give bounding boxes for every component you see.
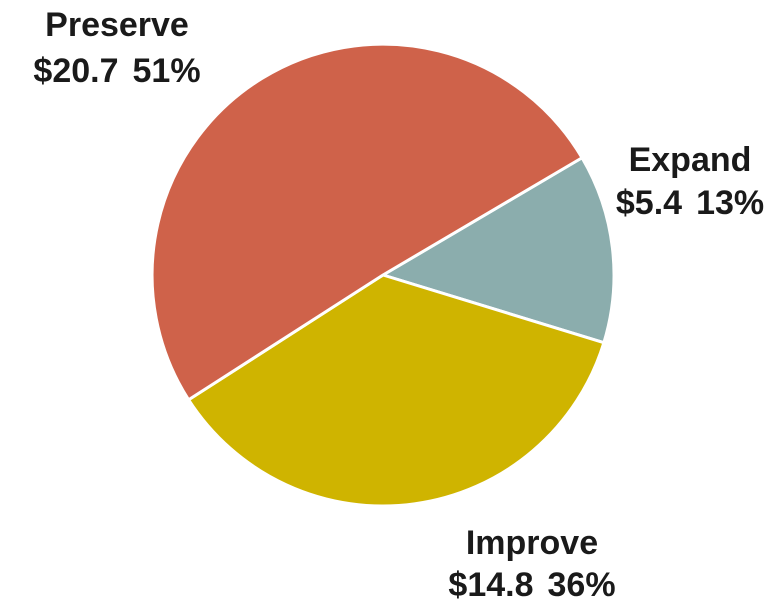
label-preserve-percent: 51% bbox=[133, 52, 201, 90]
label-improve: Improve $14.8 36% bbox=[448, 524, 615, 604]
label-expand-value: $5.4 13% bbox=[616, 184, 764, 222]
pie-slices bbox=[150, 42, 616, 508]
pie-slice-improve bbox=[187, 273, 606, 508]
label-expand-amount: $5.4 bbox=[616, 184, 682, 222]
label-improve-amount: $14.8 bbox=[448, 566, 533, 604]
label-improve-percent: 36% bbox=[548, 566, 616, 604]
label-preserve-value: $20.7 51% bbox=[33, 52, 200, 90]
label-improve-value: $14.8 36% bbox=[448, 566, 615, 604]
label-improve-name: Improve bbox=[466, 524, 598, 562]
label-preserve: Preserve $20.7 51% bbox=[33, 6, 200, 90]
label-expand-percent: 13% bbox=[696, 184, 764, 222]
label-expand: Expand $5.4 13% bbox=[616, 141, 764, 222]
label-preserve-name: Preserve bbox=[45, 6, 189, 44]
label-preserve-amount: $20.7 bbox=[33, 52, 118, 90]
pie-slice-preserve bbox=[150, 42, 584, 402]
pie-slice-expand bbox=[381, 156, 616, 345]
label-expand-name: Expand bbox=[629, 141, 752, 179]
